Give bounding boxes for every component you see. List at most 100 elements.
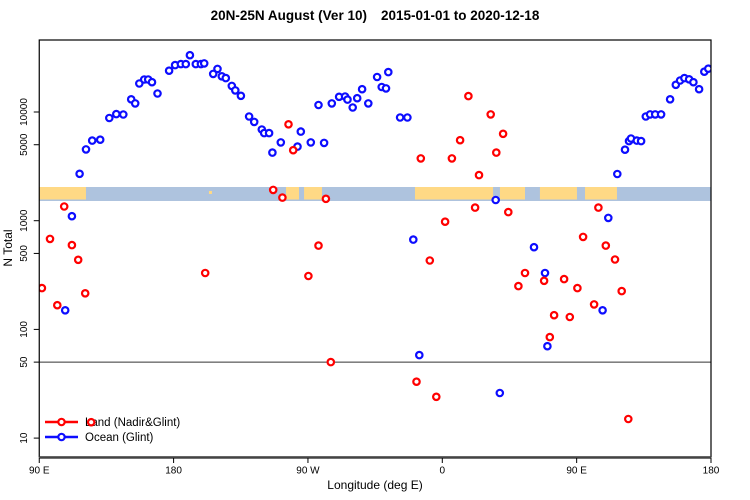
scatter-point-land xyxy=(45,234,55,244)
scatter-point-ocean xyxy=(95,135,105,145)
scatter-point-land xyxy=(326,357,336,367)
scatter-point-ocean xyxy=(185,50,195,60)
scatter-point-land xyxy=(425,256,435,265)
scatter-point-ocean xyxy=(529,242,539,252)
y-tick-label: 50 xyxy=(19,356,30,368)
legend-land-marker-icon xyxy=(57,417,66,427)
scatter-point-ocean xyxy=(181,59,191,69)
scatter-point-land xyxy=(304,271,313,281)
scatter-point-ocean xyxy=(383,67,393,77)
scatter-point-ocean xyxy=(319,138,329,148)
scatter-point-ocean xyxy=(348,103,358,112)
scatter-point-land xyxy=(549,310,559,320)
x-tick-label: 180 xyxy=(703,466,720,477)
y-tick-label: 500 xyxy=(19,245,30,262)
scatter-point-ocean xyxy=(543,341,552,351)
world-map-band xyxy=(39,187,711,201)
scatter-point-land xyxy=(520,268,530,278)
scatter-point-ocean xyxy=(408,235,418,244)
legend: Land (Nadir&Glint) Ocean (Glint) xyxy=(45,417,180,444)
scatter-point-ocean xyxy=(363,99,373,108)
scatter-point-ocean xyxy=(221,73,231,83)
scatter-point-ocean xyxy=(276,138,286,147)
scatter-point-ocean xyxy=(75,169,84,179)
scatter-point-land xyxy=(314,241,323,250)
scatter-point-ocean xyxy=(87,136,97,145)
scatter-point-ocean xyxy=(268,148,277,157)
scatter-point-land xyxy=(601,241,611,250)
scatter-point-ocean xyxy=(231,86,240,95)
scatter-point-ocean xyxy=(372,72,382,82)
scatter-points xyxy=(39,50,711,427)
x-tick-label: 0 xyxy=(440,466,446,477)
scatter-point-land xyxy=(594,203,603,212)
scatter-point-ocean xyxy=(665,95,675,104)
scatter-point-ocean xyxy=(636,136,646,146)
scatter-point-land xyxy=(578,232,588,242)
x-tick-label: 180 xyxy=(165,466,182,477)
chart-title: 20N-25N August (Ver 10) 2015-01-01 to 202… xyxy=(211,8,540,23)
scatter-point-ocean xyxy=(495,388,505,398)
scatter-point-ocean xyxy=(236,91,246,101)
scatter-point-land xyxy=(412,377,421,387)
scatter-point-ocean xyxy=(296,127,306,136)
map-band-land-segment xyxy=(39,187,86,200)
scatter-point-land xyxy=(474,170,484,180)
scatter-point-land xyxy=(67,240,77,250)
map-band-land-segment xyxy=(286,187,299,200)
scatter-point-ocean xyxy=(306,138,316,147)
legend-ocean-label: Ocean (Glint) xyxy=(85,432,154,444)
scatter-point-land xyxy=(589,300,599,309)
scatter-point-land xyxy=(455,135,465,145)
scatter-point-ocean xyxy=(612,169,622,179)
scatter-point-ocean xyxy=(327,99,337,108)
x-axis: 90 E 180 90 W 0 90 E 180 xyxy=(29,458,720,477)
scatter-point-land xyxy=(610,255,620,264)
scatter-point-land xyxy=(545,332,555,342)
scatter-point-land xyxy=(288,145,298,155)
scatter-point-land xyxy=(431,392,441,402)
scatter-point-ocean xyxy=(208,69,218,79)
chart-title-dates: 2015-01-01 to 2020-12-18 xyxy=(381,8,540,23)
scatter-point-land xyxy=(514,281,523,291)
scatter-point-land xyxy=(559,274,569,284)
map-band-land-segment xyxy=(585,187,617,200)
plot-frame xyxy=(38,39,712,458)
x-tick-label: 90 E xyxy=(29,466,50,477)
scatter-point-ocean xyxy=(357,84,367,94)
scatter-point-land xyxy=(416,154,426,163)
scatter-point-land xyxy=(321,194,331,204)
scatter-point-ocean xyxy=(395,113,405,122)
scatter-point-ocean xyxy=(112,109,121,119)
y-axis-title: N Total xyxy=(1,229,15,266)
scatter-point-land xyxy=(565,312,575,322)
scatter-point-land xyxy=(447,154,457,163)
scatter-point-ocean xyxy=(403,113,412,122)
scatter-point-ocean xyxy=(381,84,391,93)
scatter-point-ocean xyxy=(491,195,501,205)
map-band-land-segment xyxy=(414,187,494,200)
scatter-point-ocean xyxy=(105,113,114,123)
scatter-point-land xyxy=(73,255,83,265)
scatter-point-land xyxy=(539,276,549,286)
x-tick-label: 90 W xyxy=(296,466,320,477)
y-axis: 10000 5000 1000 500 100 50 10 xyxy=(19,98,40,444)
scatter-point-land xyxy=(486,110,496,119)
scatter-point-ocean xyxy=(414,350,424,360)
scatter-point-ocean xyxy=(249,117,259,127)
scatter-point-land xyxy=(284,120,293,129)
scatter-point-land xyxy=(503,207,513,217)
scatter-point-ocean xyxy=(60,305,70,315)
x-axis-title: Longitude (deg E) xyxy=(327,478,422,492)
scatter-point-land xyxy=(573,283,582,293)
scatter-point-land xyxy=(440,217,450,227)
y-tick-label: 10000 xyxy=(19,98,30,126)
scatter-point-land xyxy=(268,185,278,195)
scatter-point-land xyxy=(617,286,627,296)
scatter-point-land xyxy=(86,417,96,427)
scatter-point-ocean xyxy=(656,110,666,119)
scatter-point-land xyxy=(464,91,473,101)
scatter-point-ocean xyxy=(130,99,140,108)
